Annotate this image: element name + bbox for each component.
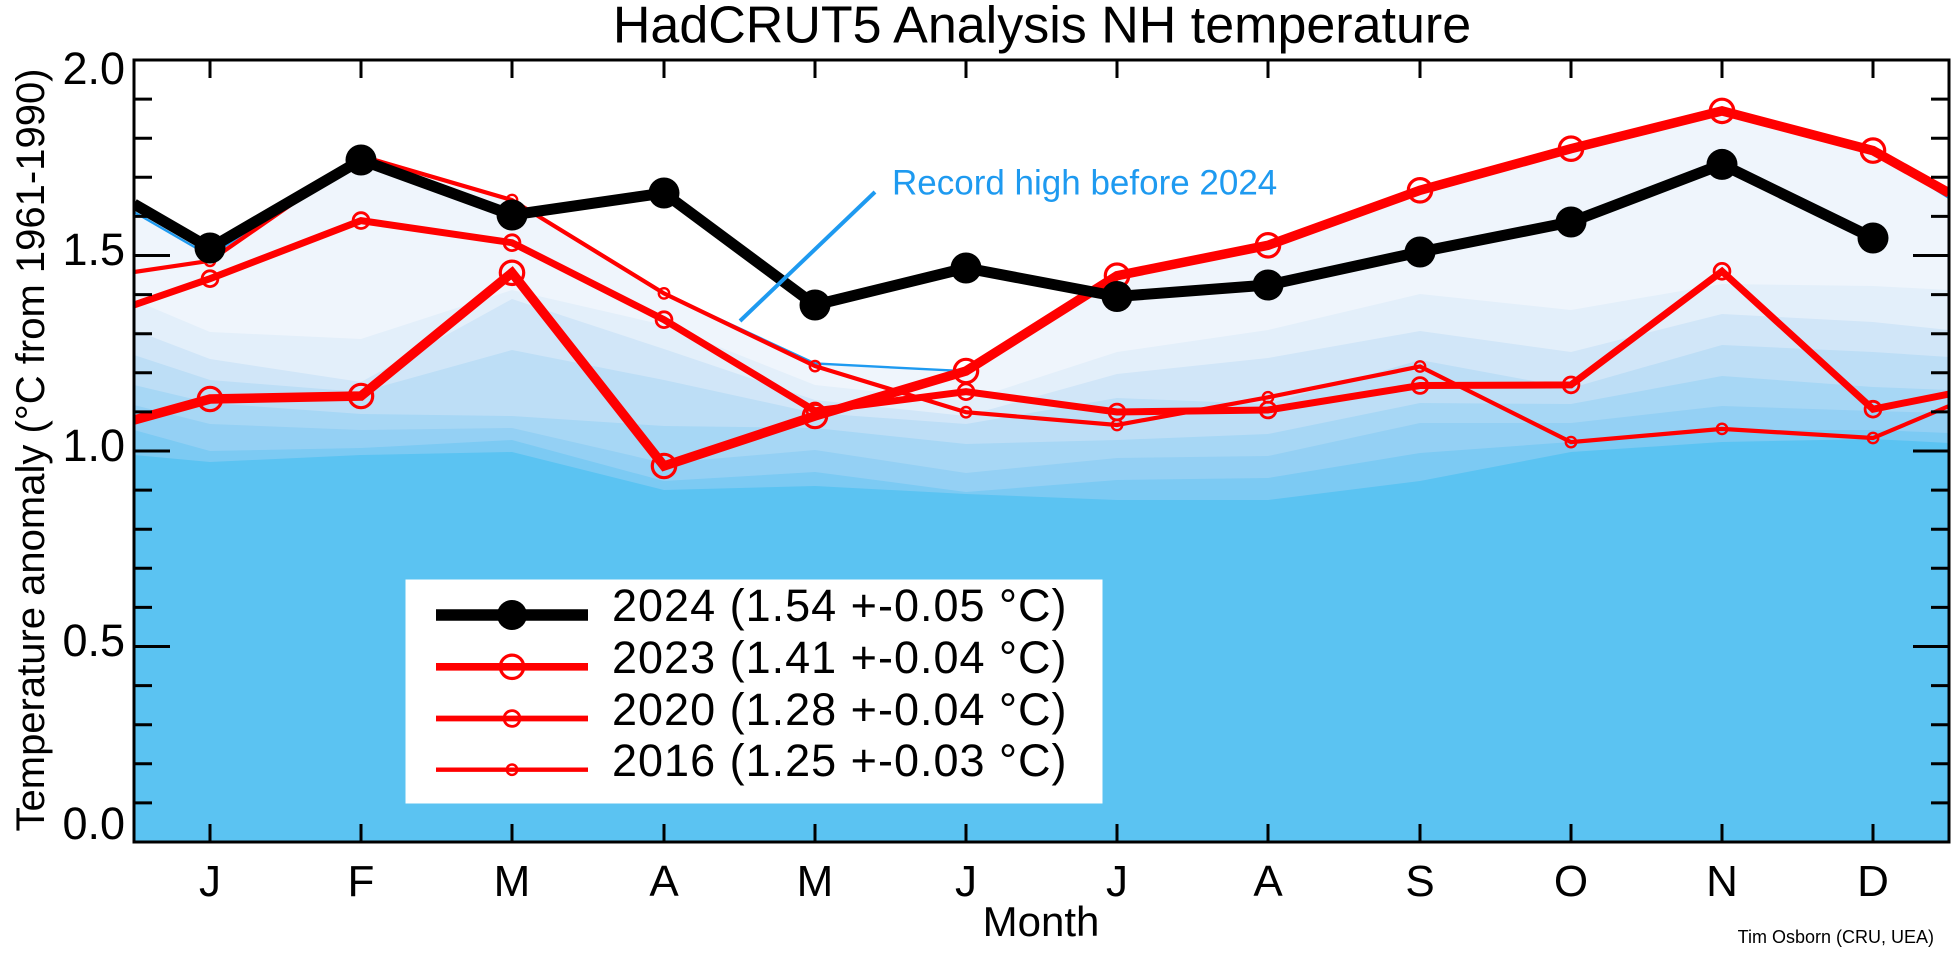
svg-text:1.5: 1.5 bbox=[62, 224, 125, 275]
svg-text:Tim Osborn (CRU, UEA): Tim Osborn (CRU, UEA) bbox=[1738, 927, 1934, 947]
svg-text:Month: Month bbox=[983, 898, 1100, 945]
svg-text:A: A bbox=[1253, 857, 1283, 906]
svg-text:S: S bbox=[1405, 857, 1434, 906]
svg-text:F: F bbox=[348, 857, 375, 906]
svg-text:1.0: 1.0 bbox=[62, 420, 125, 471]
svg-text:Record high before 2024: Record high before 2024 bbox=[892, 164, 1277, 203]
svg-text:2.0: 2.0 bbox=[62, 43, 125, 94]
svg-text:A: A bbox=[649, 857, 679, 906]
svg-text:O: O bbox=[1554, 857, 1588, 906]
svg-text:0.0: 0.0 bbox=[62, 798, 125, 849]
svg-text:2020 (1.28 +-0.04 °C): 2020 (1.28 +-0.04 °C) bbox=[612, 684, 1068, 735]
svg-text:2024 (1.54 +-0.05 °C): 2024 (1.54 +-0.05 °C) bbox=[612, 580, 1068, 631]
svg-text:HadCRUT5 Analysis NH temperatu: HadCRUT5 Analysis NH temperature bbox=[613, 0, 1471, 55]
svg-text:Temperature anomaly (°C from 1: Temperature anomaly (°C from 1961-1990) bbox=[9, 68, 53, 831]
svg-text:J: J bbox=[955, 857, 977, 906]
svg-text:0.5: 0.5 bbox=[62, 615, 125, 666]
svg-text:M: M bbox=[494, 857, 531, 906]
svg-text:M: M bbox=[797, 857, 834, 906]
svg-text:J: J bbox=[199, 857, 221, 906]
svg-text:N: N bbox=[1706, 857, 1738, 906]
svg-text:2023 (1.41 +-0.04 °C): 2023 (1.41 +-0.04 °C) bbox=[612, 632, 1068, 683]
svg-text:D: D bbox=[1857, 857, 1889, 906]
svg-text:2016 (1.25 +-0.03 °C): 2016 (1.25 +-0.03 °C) bbox=[612, 735, 1068, 786]
svg-text:J: J bbox=[1106, 857, 1128, 906]
